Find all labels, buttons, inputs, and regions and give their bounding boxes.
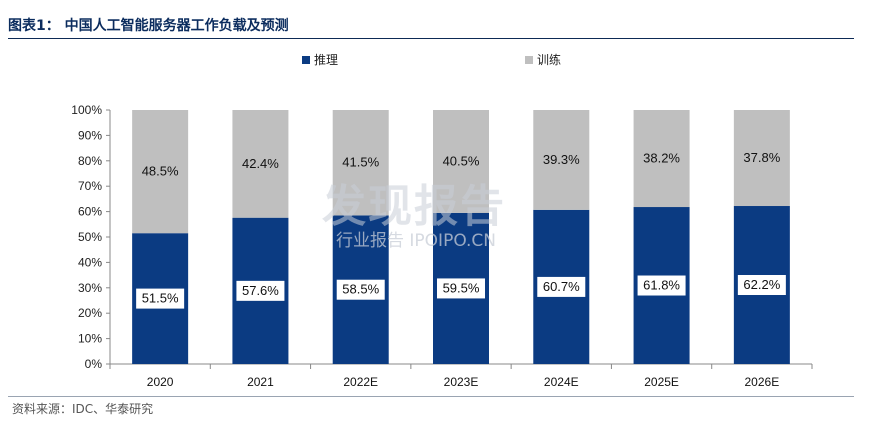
bar-training-2021	[232, 110, 289, 218]
x-tick-label: 2026E	[745, 375, 780, 389]
footer-divider	[8, 396, 854, 397]
bar-training-2020	[132, 110, 189, 234]
data-label-training: 41.5%	[342, 155, 379, 170]
data-label-inference: 57.6%	[242, 283, 279, 298]
y-tick-label: 70%	[78, 179, 102, 193]
data-label-training: 40.5%	[443, 153, 480, 168]
y-tick-label: 90%	[78, 128, 102, 142]
data-label-box	[437, 278, 485, 299]
legend-swatch-inference	[302, 56, 310, 64]
figure-title: 图表1： 中国人工智能服务器工作负载及预测	[8, 18, 289, 34]
bar-training-2026E	[733, 110, 790, 207]
data-label-box	[537, 276, 586, 297]
x-tick-label: 2023E	[444, 375, 479, 389]
data-label-inference: 58.5%	[342, 282, 379, 297]
data-label-box	[136, 288, 185, 309]
legend-swatch-training	[525, 56, 533, 64]
x-tick-label: 2022E	[343, 375, 378, 389]
y-tick-label: 0%	[85, 357, 103, 371]
y-tick-label: 100%	[71, 103, 102, 117]
data-label-inference: 60.7%	[543, 279, 580, 294]
data-label-inference: 51.5%	[142, 291, 179, 306]
data-label-training: 48.5%	[142, 164, 179, 179]
data-label-inference: 62.2%	[743, 277, 780, 292]
legend-label-inference: 推理	[314, 53, 338, 67]
data-label-training: 37.8%	[743, 150, 780, 165]
bar-training-2022E	[332, 110, 389, 216]
data-label-box	[336, 279, 385, 300]
data-label-box	[737, 275, 786, 296]
data-label-training: 38.2%	[643, 151, 680, 166]
y-tick-label: 60%	[78, 205, 102, 219]
figure-header: 图表1： 中国人工智能服务器工作负载及预测	[8, 12, 854, 39]
x-tick-label: 2025E	[644, 375, 679, 389]
bar-training-2023E	[433, 110, 489, 213]
y-tick-label: 30%	[78, 281, 102, 295]
data-label-box	[637, 275, 686, 296]
data-label-box	[236, 280, 285, 301]
source-note: 资料来源：IDC、华泰研究	[12, 402, 154, 416]
y-tick-label: 10%	[78, 332, 102, 346]
x-tick-label: 2021	[247, 375, 274, 389]
data-label-inference: 59.5%	[443, 280, 480, 295]
legend-label-training: 训练	[537, 52, 561, 67]
bar-training-2025E	[633, 110, 690, 208]
data-label-training: 39.3%	[543, 152, 580, 167]
y-tick-label: 40%	[78, 255, 102, 269]
x-tick-label: 2024E	[544, 375, 579, 389]
data-label-training: 42.4%	[242, 156, 279, 171]
x-tick-label: 2020	[147, 375, 174, 389]
bar-training-2024E	[533, 110, 590, 210]
y-tick-label: 80%	[78, 154, 102, 168]
y-tick-label: 20%	[78, 306, 102, 320]
data-label-inference: 61.8%	[643, 278, 680, 293]
y-tick-label: 50%	[78, 230, 102, 244]
